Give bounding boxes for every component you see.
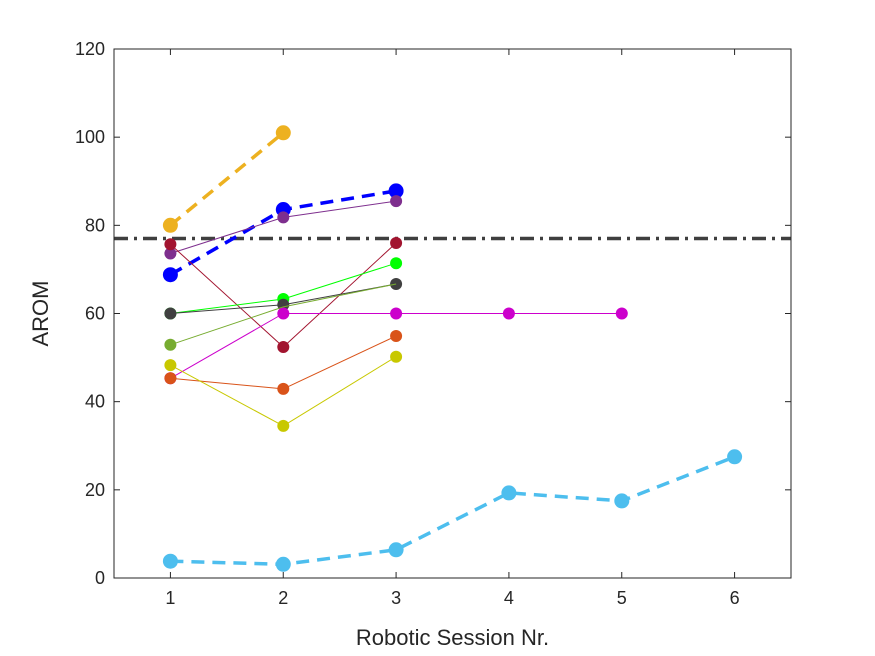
data-point bbox=[727, 449, 743, 465]
data-point bbox=[502, 307, 515, 320]
series-5 bbox=[164, 237, 403, 353]
data-point bbox=[390, 237, 403, 249]
data-point bbox=[501, 485, 517, 501]
y-tick-label: 80 bbox=[85, 215, 105, 235]
series-9 bbox=[164, 283, 397, 351]
series-line bbox=[170, 455, 736, 567]
series-1 bbox=[162, 125, 291, 233]
y-tick-label: 0 bbox=[95, 568, 105, 588]
data-point bbox=[164, 247, 177, 260]
y-axis-label: AROM bbox=[28, 281, 53, 347]
data-point bbox=[164, 359, 177, 372]
data-point bbox=[277, 307, 290, 320]
data-point bbox=[164, 238, 177, 251]
y-tick-label: 120 bbox=[75, 39, 105, 59]
series-11 bbox=[164, 350, 403, 432]
series-10 bbox=[164, 330, 403, 395]
data-point bbox=[162, 553, 178, 569]
x-tick-label: 2 bbox=[278, 588, 288, 608]
data-point bbox=[390, 257, 403, 270]
data-point bbox=[388, 183, 404, 199]
data-point bbox=[388, 542, 404, 558]
y-tick-label: 60 bbox=[85, 304, 105, 324]
y-tick-label: 40 bbox=[85, 392, 105, 412]
data-point bbox=[164, 372, 177, 385]
data-point bbox=[164, 307, 177, 320]
x-tick-label: 4 bbox=[504, 588, 514, 608]
series-3 bbox=[162, 449, 743, 572]
data-point bbox=[275, 556, 291, 572]
y-tick-label: 100 bbox=[75, 127, 105, 147]
data-point bbox=[390, 350, 403, 363]
y-tick-label: 20 bbox=[85, 480, 105, 500]
data-point bbox=[277, 419, 290, 432]
data-point bbox=[162, 267, 178, 283]
x-tick-label: 3 bbox=[391, 588, 401, 608]
x-tick-label: 1 bbox=[165, 588, 175, 608]
data-point bbox=[390, 195, 403, 208]
x-tick-label: 6 bbox=[730, 588, 740, 608]
series-line bbox=[170, 283, 397, 346]
series-7 bbox=[164, 278, 403, 320]
data-point bbox=[162, 217, 178, 233]
data-point bbox=[277, 341, 290, 353]
x-tick-label: 5 bbox=[617, 588, 627, 608]
data-point bbox=[390, 307, 403, 320]
data-point bbox=[615, 307, 628, 320]
x-axis-label: Robotic Session Nr. bbox=[356, 625, 549, 650]
data-point bbox=[164, 338, 177, 351]
series-line bbox=[169, 131, 285, 227]
data-point bbox=[277, 211, 290, 224]
data-point bbox=[614, 493, 630, 509]
series-4 bbox=[164, 195, 403, 260]
data-point bbox=[390, 330, 403, 342]
data-point bbox=[277, 382, 290, 395]
data-point bbox=[275, 125, 291, 141]
